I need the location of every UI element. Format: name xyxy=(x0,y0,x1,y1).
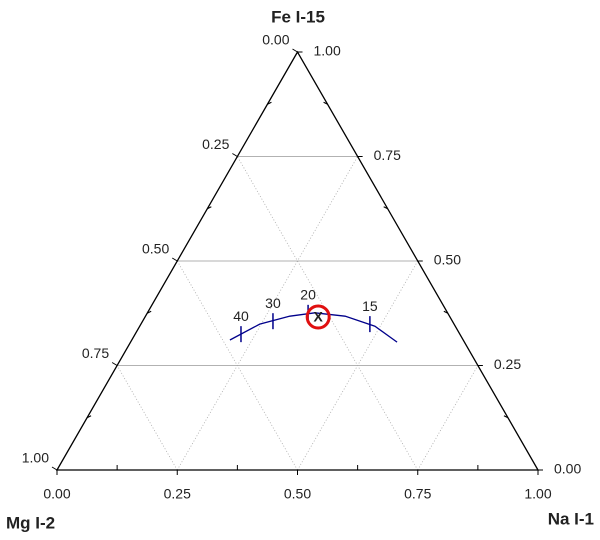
minor-tick xyxy=(323,101,328,105)
fe-tick-label: 0.25 xyxy=(494,356,521,372)
tick-mark xyxy=(232,153,238,157)
tick-mark xyxy=(171,257,178,262)
grid-line xyxy=(116,365,178,471)
na-tick-label: 0.25 xyxy=(164,486,191,502)
curve-tick-label: 20 xyxy=(300,287,316,303)
minor-tick xyxy=(503,415,509,419)
grid-line xyxy=(176,260,298,471)
tick-mark xyxy=(292,48,298,53)
na-tick-label: 0.50 xyxy=(284,486,311,502)
mg-tick-label: 0.75 xyxy=(82,345,109,361)
curve-tick-label: 40 xyxy=(233,308,249,324)
grid-line xyxy=(176,156,358,471)
curve-tick-label: 15 xyxy=(362,298,378,314)
sample-marker xyxy=(305,304,331,330)
minor-tick xyxy=(443,310,449,314)
minor-tick xyxy=(146,310,152,314)
minor-tick xyxy=(383,206,388,210)
fe-tick-label: 0.75 xyxy=(374,147,401,163)
fe-tick-label: 0.50 xyxy=(434,252,461,268)
na-tick-label: 0.75 xyxy=(404,486,431,502)
tick-mark xyxy=(51,466,58,471)
minor-tick xyxy=(267,101,272,105)
mg-tick-label: 0.00 xyxy=(262,32,289,48)
na-tick-label: 0.00 xyxy=(43,486,70,502)
tick-mark xyxy=(111,362,118,366)
right-label: Na I-1 xyxy=(548,509,594,528)
mg-tick-label: 0.25 xyxy=(202,136,229,152)
curve-tick-label: 30 xyxy=(265,295,281,311)
na-tick-label: 1.00 xyxy=(524,486,551,502)
mg-tick-label: 0.50 xyxy=(142,241,169,257)
left-label: Mg I-2 xyxy=(6,513,55,532)
curve xyxy=(229,312,398,343)
mg-tick-label: 1.00 xyxy=(22,450,49,466)
sample-label: X xyxy=(314,309,324,325)
fe-tick-label: 0.00 xyxy=(554,461,581,477)
minor-tick xyxy=(86,415,92,419)
top-label: Fe I-15 xyxy=(271,7,325,26)
minor-tick xyxy=(207,206,212,210)
fe-tick-label: 1.00 xyxy=(314,43,341,59)
grid-line xyxy=(417,365,479,471)
